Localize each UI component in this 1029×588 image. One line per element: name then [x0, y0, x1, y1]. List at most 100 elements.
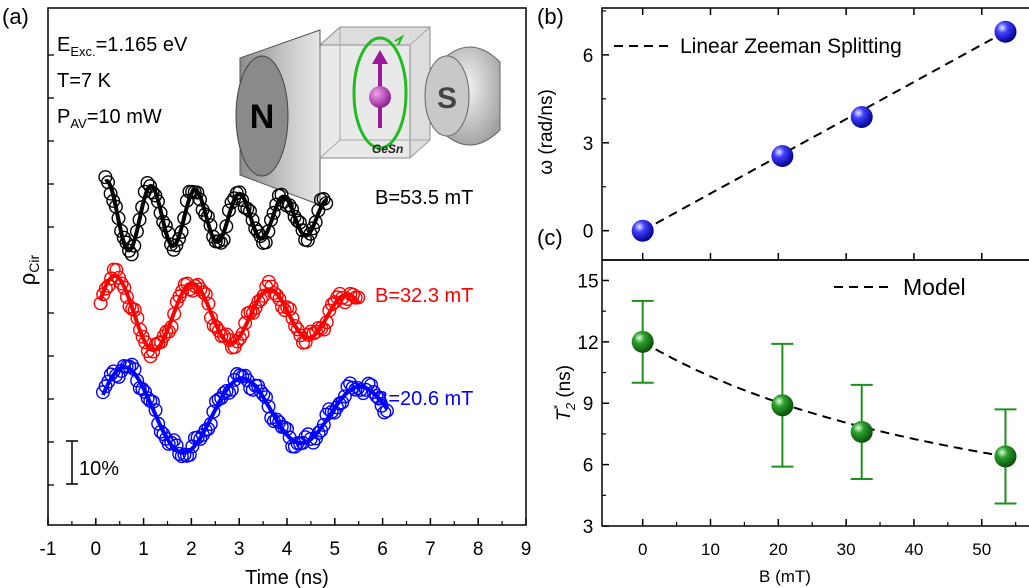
series-2-point [219, 384, 234, 399]
north-pole-label: N [250, 98, 275, 136]
series-2-point [337, 389, 352, 404]
panel-a-x-tick-label: 9 [521, 539, 532, 560]
panel-c-plot [631, 299, 1017, 505]
series-2-point [316, 417, 331, 432]
svg-text:ρCir: ρCir [15, 254, 42, 285]
panel-c-data-point [771, 394, 794, 417]
series-2-point [311, 425, 326, 440]
panel-a-y-axis-symbol: ρ [15, 273, 40, 286]
panel-b-x-ticks [641, 8, 983, 260]
panel-b-legend-label: Linear Zeeman Splitting [680, 35, 902, 58]
magnet-inset-illustration: N GeSn S [235, 26, 501, 206]
series-0-point [319, 196, 334, 211]
panel-b-data-point [850, 106, 873, 129]
series-2-point [206, 404, 221, 419]
panel-c-data-point [994, 445, 1017, 468]
series-2-point [379, 403, 394, 418]
south-pole-label: S [437, 82, 457, 115]
panel-c-x-axis-title: B (mT) [759, 567, 811, 586]
series-label-32-3-mt: B=32.3 mT [375, 285, 473, 307]
series-0-fit-curve [104, 179, 328, 253]
scale-bar: 10% [66, 440, 119, 485]
panel-c-label: (c) [537, 225, 563, 250]
panel-b-plot [631, 20, 1017, 242]
series-0-point [285, 201, 300, 216]
series-0-point [232, 185, 247, 200]
panel-c-model-curve [642, 340, 1006, 458]
panel-c-x-tick-label: 20 [769, 540, 788, 559]
panel-b-data-point [771, 144, 794, 167]
series-label-53-5-mt: B=53.5 mT [375, 187, 473, 209]
panel-b-data-point [631, 219, 654, 242]
series-2-point [216, 386, 231, 401]
temperature-label: T=7 K [57, 70, 112, 92]
panel-c-legend-label: Model [903, 274, 966, 300]
series-2-point [174, 449, 189, 464]
scale-bar-label: 10% [79, 458, 119, 480]
panel-b-y-tick-label: 3 [583, 134, 594, 155]
inset-material-label: GeSn [372, 142, 403, 156]
panel-a-series [93, 170, 394, 464]
panel-c-y-axis-title: T*2 (ns) [552, 365, 578, 421]
series-2-group [95, 357, 394, 464]
panel-c-x-tick-label: 30 [837, 540, 856, 559]
panel-a-x-tick-label: 8 [473, 539, 484, 560]
panel-a-x-tick-label: 2 [186, 539, 197, 560]
panel-a-label: (a) [2, 4, 29, 29]
panel-b-y-axis-title: ω (rad/ns) [536, 89, 557, 175]
series-1-group [93, 262, 366, 364]
series-1-fit-curve [98, 274, 361, 353]
panel-c-x-tick-label: 40 [904, 540, 923, 559]
panel-b-y-tick-label: 0 [583, 222, 594, 243]
series-2-point [372, 391, 387, 406]
series-0-point [122, 243, 137, 258]
series-0-group [98, 170, 334, 262]
panel-b: (b) 0 3 6 ω (rad/ns) Linear Zeeman Splitti… [536, 4, 1029, 261]
series-2-point [269, 412, 284, 427]
panel-a-x-tick-label: 7 [425, 539, 436, 560]
panel-a-x-tick-label: 6 [377, 539, 388, 560]
panel-a-y-ticks [48, 54, 54, 486]
series-1-point [117, 280, 132, 295]
panel-a-x-tick-label: 5 [330, 539, 341, 560]
panel-a-x-tick-label: 4 [282, 539, 293, 560]
panel-b-data-point [994, 20, 1017, 43]
series-1-point [272, 292, 287, 307]
panel-c-y-tick-label: 6 [583, 456, 594, 477]
svg-text:T*2 (ns): T*2 (ns) [552, 365, 578, 421]
panel-c-x-ticks: 0 10 20 30 40 50 [638, 519, 1017, 559]
series-label-20-6-mt: B=20.6 mT [375, 388, 473, 410]
panel-c-x-tick-label: 0 [638, 540, 647, 559]
series-0-point [282, 198, 297, 213]
panel-b-label: (b) [537, 4, 564, 29]
panel-a-x-tick-label: 0 [91, 539, 102, 560]
series-2-point [329, 400, 344, 415]
panel-c-data-point [850, 420, 873, 443]
panel-c-y-tick-label: 15 [577, 271, 598, 292]
panel-a-y-axis-title: ρCir [15, 254, 42, 285]
panel-c-x-tick-label: 50 [972, 540, 991, 559]
excitation-energy-label: EExc.=1.165 eV [57, 34, 188, 59]
series-2-fit-curve [101, 365, 389, 455]
panel-c-data-point [631, 330, 654, 353]
panel-c-frame [601, 259, 1029, 527]
panel-a: (a) -1 0 1 2 3 4 5 6 7 8 9 Time (ns) ρCir EExc.=1.… [2, 4, 531, 588]
series-1-point [193, 282, 208, 297]
power-label: PAV=10 mW [57, 106, 162, 131]
panel-a-x-axis-title: Time (ns) [245, 567, 329, 588]
panel-a-x-tick-label: 3 [234, 539, 245, 560]
svg-text:ω (rad/ns): ω (rad/ns) [536, 89, 557, 175]
panel-c-x-tick-label: 10 [701, 540, 720, 559]
panel-b-y-ticks: 0 3 6 [583, 10, 609, 243]
panel-c-y-ticks: 3 6 9 12 15 [577, 271, 609, 538]
panel-c-y-tick-label: 9 [583, 394, 594, 415]
panel-a-y-axis-subscript: Cir [26, 254, 42, 272]
panel-a-x-tick-label: 1 [138, 539, 149, 560]
panel-a-x-ticks: -1 0 1 2 3 4 5 6 7 8 9 [40, 518, 532, 560]
panel-c-y-tick-label: 3 [583, 517, 594, 538]
panel-c-y-tick-label: 12 [577, 333, 598, 354]
series-1-point [269, 288, 284, 303]
panel-b-y-tick-label: 6 [583, 46, 594, 67]
